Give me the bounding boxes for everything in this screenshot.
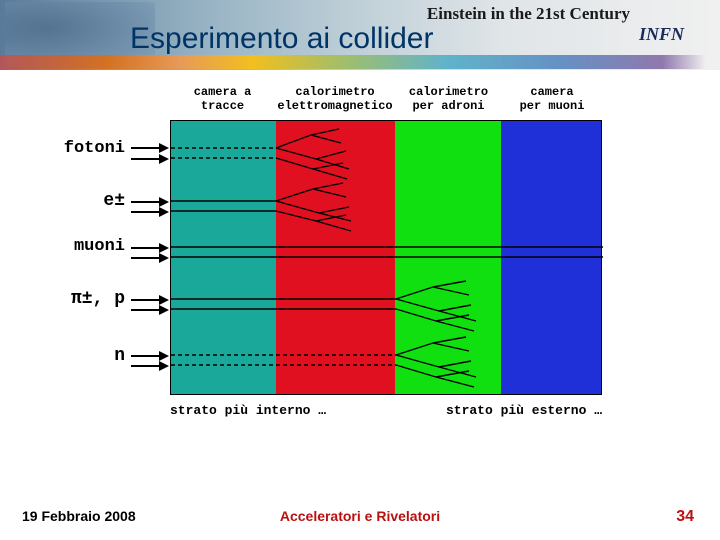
arrow-icon <box>131 351 169 361</box>
infn-logo: INFN <box>639 12 714 57</box>
col-header-em-calorimeter: calorimetro elettromagnetico <box>275 85 395 114</box>
row-label-pions-protons: π±, p <box>71 289 125 309</box>
layer-muon-chamber <box>501 121 601 394</box>
col-header-tracking-chamber: camera a tracce <box>170 85 275 114</box>
layer-depth-labels: strato più interno … strato più esterno … <box>170 403 602 418</box>
row-label-electrons: e± <box>103 191 125 211</box>
header-tagline: Einstein in the 21st Century <box>427 4 630 24</box>
header-rainbow-stripe <box>0 55 720 69</box>
row-label-muons: muoni <box>74 237 125 256</box>
arrow-icon <box>131 243 169 253</box>
arrow-icon <box>131 361 169 371</box>
footer: Acceleratori e Rivelatori 19 Febbraio 20… <box>0 508 720 526</box>
detector-diagram: camera a tracce calorimetro elettromagne… <box>60 85 620 418</box>
arrow-icon <box>131 154 169 164</box>
arrow-icon <box>131 143 169 153</box>
arrow-icon <box>131 207 169 217</box>
arrow-icon <box>131 197 169 207</box>
detector-layers-box: fotoni e± muoni π±, p n <box>170 120 602 395</box>
layer-tracking-chamber <box>171 121 276 394</box>
inner-layer-label: strato più interno … <box>170 403 326 418</box>
footer-center-text: Acceleratori e Rivelatori <box>0 508 720 524</box>
row-label-neutrons: n <box>114 346 125 366</box>
layer-em-calorimeter <box>276 121 395 394</box>
col-header-muon-chamber: camera per muoni <box>502 85 602 114</box>
col-header-line: calorimetro <box>275 85 395 99</box>
col-header-line: calorimetro <box>395 85 502 99</box>
outer-layer-label: strato più esterno … <box>446 403 602 418</box>
col-header-line: camera <box>502 85 602 99</box>
arrow-icon <box>131 295 169 305</box>
col-header-line: per muoni <box>502 99 602 113</box>
col-header-line: per adroni <box>395 99 502 113</box>
arrow-icon <box>131 253 169 263</box>
col-header-line: tracce <box>170 99 275 113</box>
row-label-fotoni: fotoni <box>64 139 125 158</box>
col-header-line: camera a <box>170 85 275 99</box>
col-header-line: elettromagnetico <box>275 99 395 113</box>
layer-hadron-calorimeter <box>395 121 502 394</box>
infn-logo-text: INFN <box>639 24 684 45</box>
arrow-icon <box>131 305 169 315</box>
page-title: Esperimento ai collider <box>130 22 433 56</box>
col-header-hadron-calorimeter: calorimetro per adroni <box>395 85 502 114</box>
detector-column-headers: camera a tracce calorimetro elettromagne… <box>60 85 620 114</box>
